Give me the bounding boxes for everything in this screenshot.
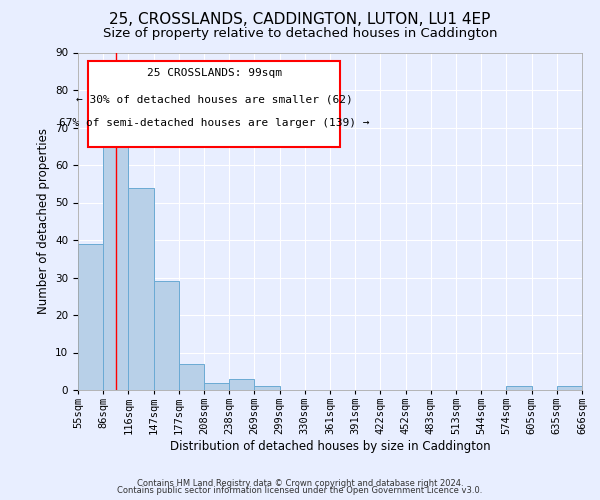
X-axis label: Distribution of detached houses by size in Caddington: Distribution of detached houses by size …: [170, 440, 490, 453]
Bar: [506, 386, 532, 390]
Text: Size of property relative to detached houses in Caddington: Size of property relative to detached ho…: [103, 28, 497, 40]
FancyBboxPatch shape: [88, 61, 340, 147]
Bar: [179, 364, 204, 390]
Bar: [254, 386, 280, 390]
Text: Contains HM Land Registry data © Crown copyright and database right 2024.: Contains HM Land Registry data © Crown c…: [137, 478, 463, 488]
Text: ← 30% of detached houses are smaller (62): ← 30% of detached houses are smaller (62…: [76, 94, 352, 104]
Bar: [204, 382, 229, 390]
Text: 67% of semi-detached houses are larger (139) →: 67% of semi-detached houses are larger (…: [59, 118, 370, 128]
Y-axis label: Number of detached properties: Number of detached properties: [37, 128, 50, 314]
Text: Contains public sector information licensed under the Open Government Licence v3: Contains public sector information licen…: [118, 486, 482, 495]
Text: 25, CROSSLANDS, CADDINGTON, LUTON, LU1 4EP: 25, CROSSLANDS, CADDINGTON, LUTON, LU1 4…: [109, 12, 491, 28]
Bar: [78, 244, 103, 390]
Bar: [229, 379, 254, 390]
Bar: [103, 124, 128, 390]
Bar: [557, 386, 582, 390]
Text: 25 CROSSLANDS: 99sqm: 25 CROSSLANDS: 99sqm: [146, 68, 281, 78]
Bar: [154, 281, 179, 390]
Bar: [128, 188, 154, 390]
